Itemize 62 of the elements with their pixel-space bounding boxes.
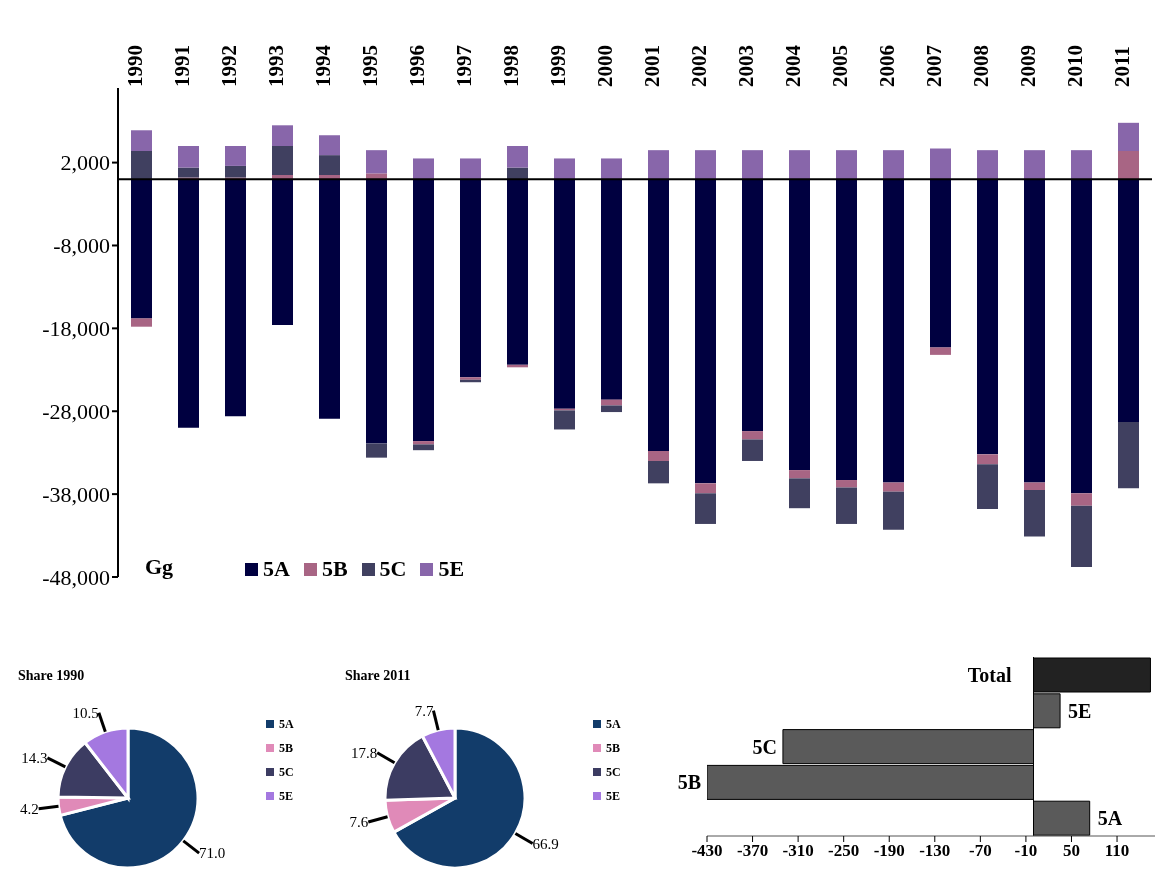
x-tick-label: -70 [969,841,992,861]
x-tick-label: -310 [782,841,814,861]
data-label: 7.7 [414,702,434,719]
x-tick-label: 2006 [874,45,899,87]
x-tick-label: 2002 [686,45,711,87]
data-label: 71.0 [199,845,226,862]
legend-label: 5E [279,788,294,804]
legend-label: 5E [606,788,621,804]
x-tick-label: -370 [736,841,769,861]
x-tick-label: 1992 [216,45,241,87]
x-tick-label: 1991 [169,45,194,87]
x-tick-label: 1994 [310,44,335,87]
x-tick-label: 1999 [545,45,570,87]
y-tick-label: -48,000 [42,564,110,590]
data-label: 7.6 [349,814,369,831]
legend-label: 5B [321,556,348,582]
x-tick-label: -190 [873,841,905,861]
x-tick-label: 1990 [122,45,147,87]
x-tick-label: 110 [1104,841,1130,861]
x-tick-label: -130 [919,841,951,861]
x-tick-label: 1995 [357,45,382,87]
legend-label: 5E [438,556,465,582]
y-tick-label: 2,000 [60,150,110,176]
x-tick-label: 1998 [498,45,523,87]
y-tick-label: Total [967,663,1012,686]
data-label: 17.8 [351,744,378,761]
x-tick-label: 2003 [733,45,758,87]
x-tick-label: 1997 [451,45,476,87]
x-tick-label: 1996 [404,45,429,87]
legend-label: 5C [379,556,407,582]
y-tick-label: -18,000 [42,316,110,342]
x-tick-label: 1993 [263,45,288,87]
x-tick-label: -250 [828,841,860,861]
legend-label: 5B [279,740,294,756]
x-tick-label: 2010 [1062,45,1087,87]
x-tick-label: 2009 [1015,45,1040,87]
legend-label: 5C [279,764,294,780]
data-label: 66.9 [532,835,559,852]
data-label: 4.2 [19,800,39,817]
y-tick-label: -38,000 [42,481,110,507]
x-tick-label: 2000 [592,45,617,87]
x-tick-label: 2011 [1109,46,1134,87]
x-tick-label: 2007 [921,45,946,87]
legend-label: 5B [606,740,621,756]
y-tick-label: -8,000 [53,233,110,259]
x-tick-label: 2004 [780,44,805,87]
legend-label: 5A [606,716,621,732]
chart-title: Share 1990 [18,668,85,684]
x-tick-label: 2001 [639,45,664,87]
data-label: 14.3 [21,749,48,766]
x-tick-label: 2005 [827,45,852,87]
legend-label: 5A [279,716,294,732]
chart-title: Share 2011 [345,668,411,684]
x-tick-label: -430 [691,841,723,861]
x-tick-label: -10 [1014,841,1038,861]
legend-label: 5C [606,764,621,780]
y-tick-label: -28,000 [42,399,110,425]
y-axis-title: Gg [145,554,174,580]
x-tick-label: 50 [1062,841,1080,861]
legend-label: 5A [263,556,290,582]
x-tick-label: 2008 [968,45,993,87]
data-label: 10.5 [72,704,99,721]
